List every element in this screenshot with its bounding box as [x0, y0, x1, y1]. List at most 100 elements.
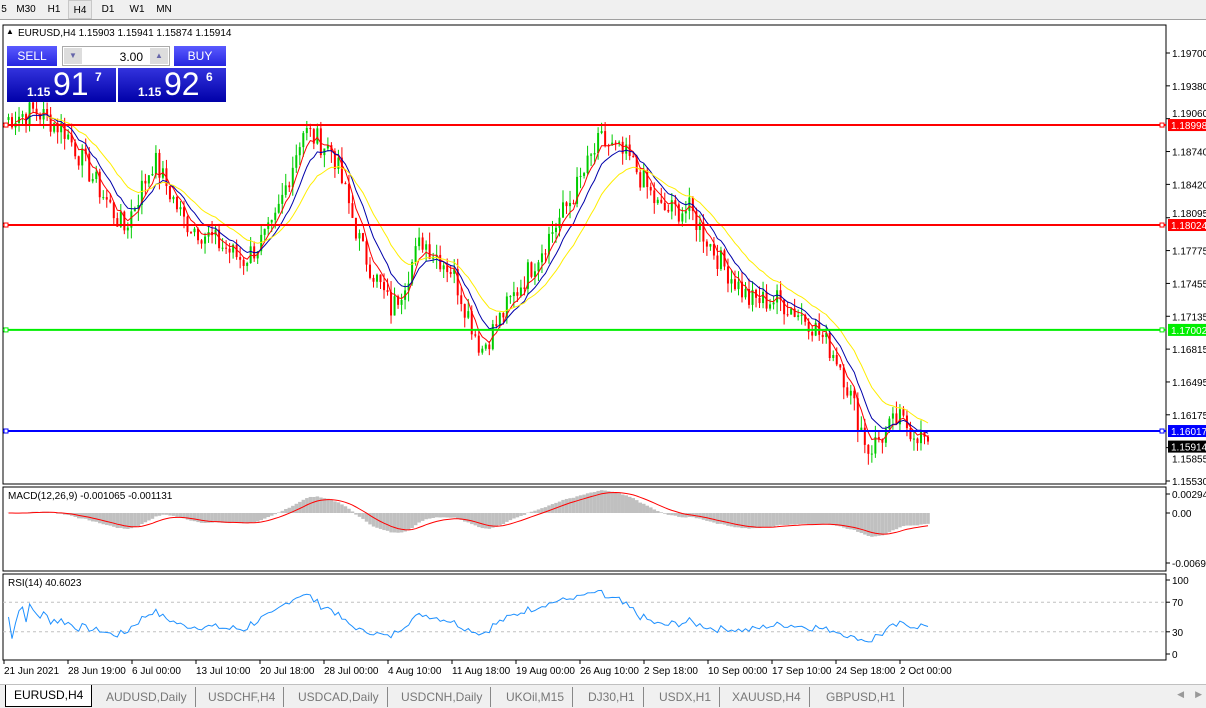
- candle-body: [765, 291, 768, 309]
- candle-body: [519, 287, 522, 296]
- macd-bar: [880, 513, 885, 536]
- sell-price[interactable]: 1.15 91 7: [7, 66, 116, 102]
- candle-body: [526, 262, 529, 289]
- line-handle[interactable]: [1159, 327, 1165, 333]
- candle-body: [737, 281, 740, 290]
- macd-bar: [856, 513, 860, 532]
- macd-bar: [378, 513, 383, 529]
- scroll-left-icon[interactable]: ◀: [1177, 689, 1184, 699]
- candle-body: [583, 173, 586, 176]
- macd-bar: [824, 513, 829, 524]
- candle-body: [807, 321, 810, 332]
- macd-bar: [122, 513, 127, 529]
- chart-header: EURUSD,H4 1.15903 1.15941 1.15874 1.1591…: [18, 28, 232, 39]
- chart-tab[interactable]: GBPUSD,H1: [818, 687, 905, 707]
- candle-body: [428, 244, 431, 260]
- macd-bar: [87, 513, 92, 521]
- candle-body: [351, 203, 354, 218]
- candle-body: [60, 123, 63, 133]
- candle-body: [495, 324, 498, 327]
- chart-tab[interactable]: USDX,H1: [651, 687, 721, 707]
- macd-bar: [294, 503, 299, 513]
- candle-body: [593, 153, 596, 155]
- macd-bar: [403, 513, 407, 532]
- line-handle[interactable]: [3, 327, 9, 333]
- macd-bar: [399, 513, 404, 533]
- macd-bar: [789, 513, 793, 525]
- line-handle[interactable]: [3, 428, 9, 434]
- macd-bar: [645, 505, 650, 513]
- lot-size-input[interactable]: ▼ 3.00 ▲: [62, 46, 170, 66]
- time-label: 2 Oct 00:00: [900, 666, 952, 677]
- macd-bar: [298, 501, 302, 513]
- candle-body: [554, 227, 557, 233]
- candle-body: [477, 335, 480, 353]
- candle-body: [790, 308, 793, 315]
- timeframe-5[interactable]: 5: [1, 4, 7, 15]
- chart-tab[interactable]: AUDUSD,Daily: [98, 687, 196, 707]
- macd-bar: [427, 513, 432, 519]
- macd-bar: [213, 513, 218, 523]
- candle-body: [870, 453, 873, 455]
- ma-fast-line: [15, 111, 929, 441]
- timeframe-H1[interactable]: H1: [47, 4, 61, 15]
- timeframe-D1[interactable]: D1: [101, 4, 115, 15]
- buy-price[interactable]: 1.15 92 6: [118, 66, 226, 102]
- candle-body: [467, 311, 470, 318]
- line-handle[interactable]: [1159, 428, 1165, 434]
- macd-bar: [501, 513, 506, 524]
- candle-body: [56, 123, 59, 133]
- candle-body: [677, 204, 680, 222]
- rsi-axis-label: 100: [1172, 576, 1189, 587]
- candle-body: [460, 295, 463, 305]
- macd-bar: [108, 513, 113, 526]
- macd-bar: [484, 513, 488, 529]
- chart-tab[interactable]: XAUUSD,H4: [724, 687, 810, 707]
- macd-bar: [571, 497, 576, 513]
- macd-bar: [522, 513, 527, 515]
- macd-bar: [564, 498, 569, 513]
- chart-tab[interactable]: EURUSD,H4: [5, 685, 93, 707]
- timeframe-W1[interactable]: W1: [129, 4, 145, 15]
- candle-body: [523, 287, 526, 289]
- chart-tab[interactable]: USDCHF,H4: [200, 687, 285, 707]
- candle-body: [358, 233, 361, 239]
- macd-bar: [627, 496, 632, 513]
- macd-bar: [905, 513, 909, 526]
- line-handle[interactable]: [3, 222, 9, 228]
- candle-body: [544, 253, 547, 255]
- line-price-label: 1.18998: [1171, 121, 1206, 132]
- collapse-arrow-icon[interactable]: ▲: [6, 27, 14, 36]
- price-label: 1.18420: [1172, 180, 1206, 191]
- chart-tab[interactable]: USDCAD,Daily: [290, 687, 388, 707]
- scroll-right-icon[interactable]: ▶: [1195, 689, 1202, 699]
- macd-bar: [161, 513, 165, 515]
- macd-bar: [536, 509, 541, 513]
- chart-tab[interactable]: DJ30,H1: [580, 687, 644, 707]
- macd-bar: [529, 511, 534, 513]
- line-handle[interactable]: [1159, 222, 1165, 228]
- sell-button[interactable]: SELL: [7, 46, 57, 66]
- candle-body: [793, 308, 796, 317]
- candle-body: [123, 211, 126, 231]
- timeframe-M30[interactable]: M30: [16, 4, 36, 15]
- macd-bar: [255, 513, 260, 522]
- macd-bar: [210, 513, 214, 523]
- timeframe-H4[interactable]: H4: [68, 0, 92, 19]
- macd-bar: [606, 491, 611, 513]
- chart-tab[interactable]: UKOil,M15: [498, 687, 574, 707]
- candle-body: [821, 334, 824, 338]
- line-handle[interactable]: [3, 122, 9, 128]
- macd-bar: [273, 513, 278, 515]
- buy-button[interactable]: BUY: [174, 46, 226, 66]
- chart-tab[interactable]: USDCNH,Daily: [393, 687, 492, 707]
- candle-body: [828, 332, 831, 359]
- chart-area[interactable]: 1.19700 1.19380 1.19060 1.18740 1.18420 1.180…: [0, 23, 1206, 685]
- candle-body: [291, 167, 294, 188]
- lot-value[interactable]: 3.00: [119, 50, 143, 64]
- line-handle[interactable]: [1159, 122, 1165, 128]
- macd-bar: [308, 496, 313, 513]
- increase-lot-icon[interactable]: ▲: [150, 48, 168, 64]
- timeframe-MN[interactable]: MN: [156, 4, 172, 15]
- decrease-lot-icon[interactable]: ▼: [64, 48, 82, 64]
